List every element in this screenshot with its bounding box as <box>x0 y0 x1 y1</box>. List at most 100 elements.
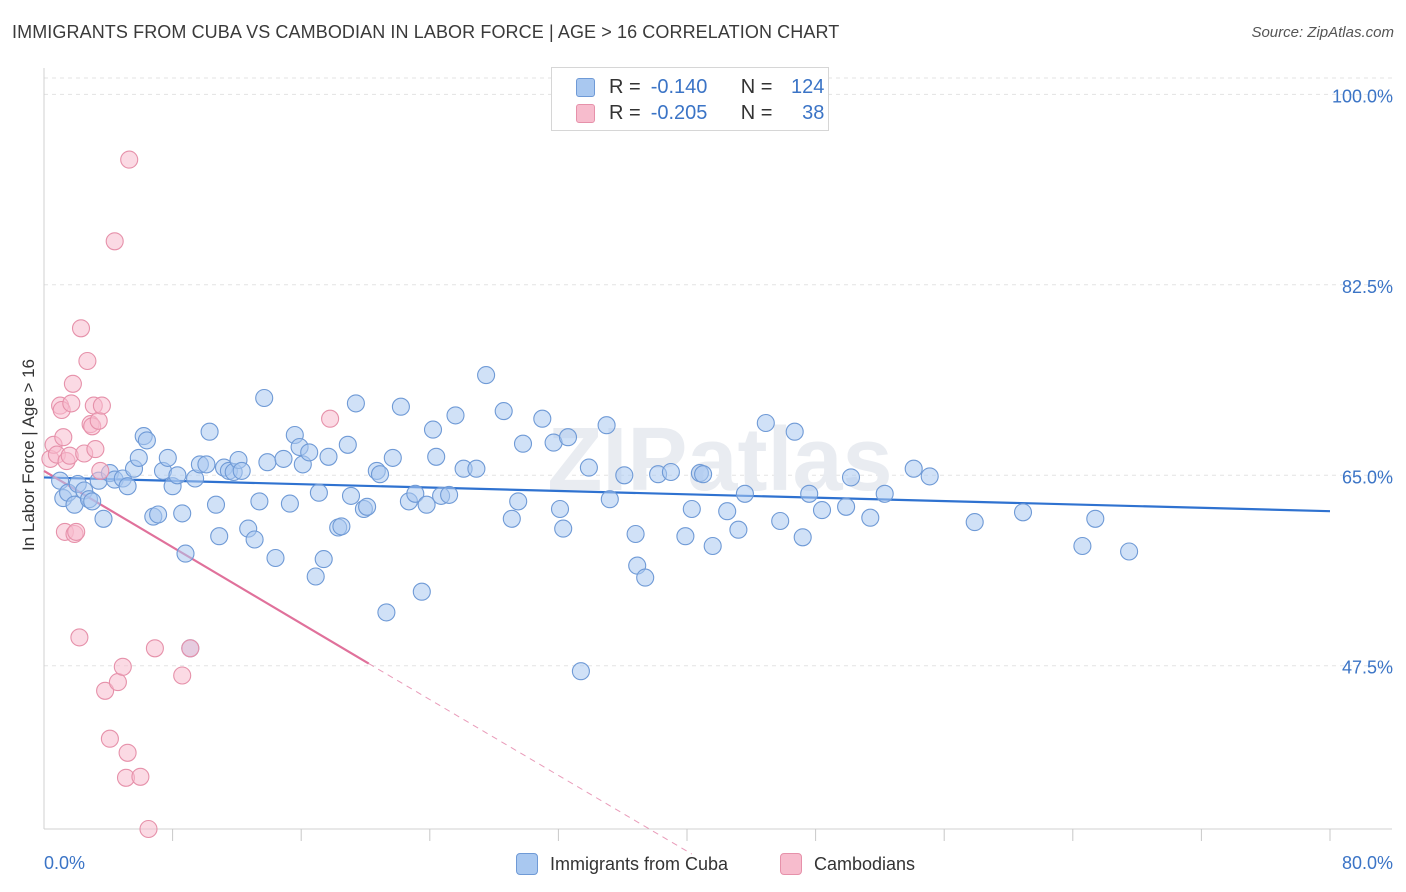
cuba-point <box>446 406 465 425</box>
cuba-point <box>841 468 861 487</box>
cuba-point <box>467 459 486 478</box>
cuba-point <box>785 422 804 441</box>
cuba-point <box>158 448 177 467</box>
cuba-point <box>309 483 328 502</box>
cuba-point <box>232 461 251 480</box>
cuba-point <box>571 662 590 681</box>
tick-labels: 47.5% 65.0% 82.5% 100.0% 0.0% 80.0% <box>44 86 1393 873</box>
cambodian-point <box>62 394 81 413</box>
y-axis-label: In Labor Force | Age > 16 <box>19 359 38 551</box>
cuba-point <box>412 582 431 601</box>
cuba-point <box>319 447 338 466</box>
cuba-point <box>1073 536 1092 556</box>
cuba-point <box>391 397 410 416</box>
cuba-point <box>513 434 533 453</box>
legend-r-label: R = <box>609 101 641 124</box>
cuba-point <box>417 495 436 514</box>
cambodian-point <box>108 673 127 692</box>
cuba-point <box>661 462 680 482</box>
series-swatch-cuba <box>516 853 538 875</box>
legend-r-value: -0.140 <box>650 75 708 98</box>
cuba-point <box>735 484 754 503</box>
cuba-point <box>837 497 856 516</box>
cuba-point <box>756 413 775 433</box>
cuba-point <box>615 466 634 485</box>
cuba-point <box>965 513 984 532</box>
cambodian-point <box>100 729 119 748</box>
chart-title: IMMIGRANTS FROM CUBA VS CAMBODIAN IN LAB… <box>12 22 840 42</box>
legend-swatch-cambodians <box>576 103 595 123</box>
axes <box>43 68 1392 841</box>
cuba-point <box>168 466 187 485</box>
legend-n-label: N = <box>740 75 773 98</box>
cuba-point <box>94 509 113 528</box>
legend-r-value: -0.205 <box>650 101 708 124</box>
cuba-point <box>137 431 156 450</box>
cuba-point <box>423 420 443 439</box>
cuba-point <box>176 544 195 563</box>
cuba-point <box>300 443 319 462</box>
cuba-point <box>509 492 528 511</box>
cuba-point <box>266 548 285 568</box>
cuba-point <box>554 519 573 538</box>
cambodian-point <box>120 150 139 169</box>
legend-row-cuba: R = -0.140 N = 124 <box>576 75 824 99</box>
cambodian-point <box>71 319 91 338</box>
cuba-point <box>306 567 325 586</box>
cuba-point <box>1013 503 1033 522</box>
cambodian-point <box>54 428 73 447</box>
cambodian-point <box>67 522 86 541</box>
cuba-point <box>904 459 923 478</box>
x-tick-label: 0.0% <box>44 853 85 873</box>
cambodian-point <box>131 767 150 786</box>
cuba-point <box>346 394 365 413</box>
cuba-point <box>341 486 361 505</box>
cuba-point <box>245 530 264 549</box>
cuba-point <box>255 388 274 408</box>
legend-n-value: 38 <box>802 101 825 124</box>
legend-r-label: R = <box>609 75 641 98</box>
cambodian-point <box>78 351 97 371</box>
cuba-point <box>406 484 425 503</box>
cambodian-point <box>118 743 137 762</box>
cuba-point <box>129 448 148 467</box>
cuba-point <box>210 527 229 546</box>
cuba-point <box>812 501 832 520</box>
series-label-cambodians: Cambodians <box>814 853 916 874</box>
cuba-point <box>718 502 737 521</box>
cuba-points <box>51 366 1139 681</box>
legend-row-cambodians: R = -0.205 N = 38 <box>576 101 824 125</box>
cuba-point <box>703 536 722 556</box>
cambodian-trend-extension <box>368 663 693 855</box>
cambodian-point <box>145 639 164 658</box>
cuba-point <box>477 366 496 385</box>
cuba-point <box>793 528 812 547</box>
cuba-point <box>274 449 293 468</box>
cuba-point <box>206 495 226 514</box>
cuba-point <box>377 603 396 622</box>
cambodian-point <box>321 409 340 428</box>
cambodian-point <box>139 819 158 839</box>
cuba-point <box>600 490 619 509</box>
cambodian-point <box>92 396 111 415</box>
cuba-point <box>149 505 168 524</box>
cuba-point <box>597 416 616 435</box>
cambodian-point <box>96 681 115 700</box>
x-tick-label: 80.0% <box>1342 853 1393 873</box>
cuba-point <box>636 568 655 587</box>
cuba-point <box>280 494 299 513</box>
series-swatch-cambodians <box>780 853 802 875</box>
cambodian-point <box>70 628 89 647</box>
cuba-point <box>800 484 819 503</box>
source-label: Source: ZipAtlas.com <box>1251 24 1394 41</box>
cambodian-point <box>63 374 82 393</box>
series-label-cuba: Immigrants from Cuba <box>550 853 729 874</box>
data-points <box>41 150 1139 839</box>
y-tick-label: 47.5% <box>1342 658 1393 678</box>
cuba-point <box>533 409 552 428</box>
cuba-point <box>550 499 570 519</box>
cambodian-point <box>173 666 192 685</box>
cuba-point <box>200 422 219 441</box>
cambodian-point <box>91 461 110 480</box>
cuba-point <box>338 435 357 454</box>
